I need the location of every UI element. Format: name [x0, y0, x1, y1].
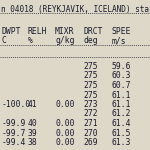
Text: MIXR: MIXR: [55, 27, 75, 36]
Text: 0.00: 0.00: [55, 100, 75, 109]
Text: 0.00: 0.00: [55, 138, 75, 147]
Text: 269: 269: [83, 138, 98, 147]
Text: DWPT: DWPT: [2, 27, 21, 36]
Text: 270: 270: [83, 129, 98, 138]
Text: 59.6: 59.6: [112, 62, 132, 71]
Text: 38: 38: [28, 138, 38, 147]
Text: 60.3: 60.3: [112, 72, 132, 81]
Text: deg: deg: [83, 36, 98, 45]
Text: 273: 273: [83, 100, 98, 109]
Text: DRCT: DRCT: [83, 27, 102, 36]
Text: 61.2: 61.2: [112, 110, 132, 118]
Text: -99.9: -99.9: [2, 119, 26, 128]
Text: -99.7: -99.7: [2, 129, 26, 138]
Text: -100.0: -100.0: [2, 100, 31, 109]
Text: 61.1: 61.1: [112, 90, 132, 99]
Text: 61.3: 61.3: [112, 138, 132, 147]
Text: -99.4: -99.4: [2, 138, 26, 147]
Text: 275: 275: [83, 81, 98, 90]
Text: 41: 41: [28, 100, 38, 109]
Text: 275: 275: [83, 90, 98, 99]
Text: %: %: [28, 36, 33, 45]
Text: 0.00: 0.00: [55, 129, 75, 138]
Text: 40: 40: [28, 119, 38, 128]
Text: RELH: RELH: [28, 27, 48, 36]
Text: C: C: [2, 36, 7, 45]
Text: 0.00: 0.00: [55, 119, 75, 128]
Text: 275: 275: [83, 72, 98, 81]
Text: 61.1: 61.1: [112, 100, 132, 109]
Text: 61.4: 61.4: [112, 119, 132, 128]
Text: 272: 272: [83, 110, 98, 118]
Text: m/s: m/s: [112, 36, 127, 45]
Text: g/kg: g/kg: [55, 36, 75, 45]
Text: 60.7: 60.7: [112, 81, 132, 90]
Text: n 04018 (REYKJAVIK, ICELAND) star: n 04018 (REYKJAVIK, ICELAND) star: [1, 5, 150, 14]
Text: SPEE: SPEE: [112, 27, 132, 36]
Text: 39: 39: [28, 129, 38, 138]
Text: 61.5: 61.5: [112, 129, 132, 138]
Text: 275: 275: [83, 62, 98, 71]
Text: 271: 271: [83, 119, 98, 128]
